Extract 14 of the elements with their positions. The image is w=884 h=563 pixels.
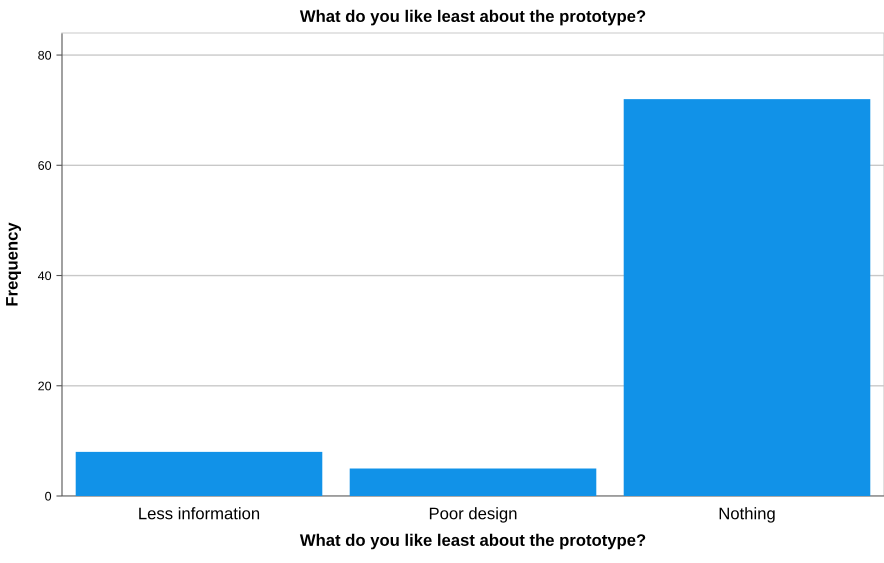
- x-tick-label: Poor design: [430, 507, 516, 523]
- y-tick-label: 0: [45, 492, 52, 501]
- bar: [624, 99, 870, 496]
- x-axis-title: What do you like least about the prototype?: [300, 534, 646, 550]
- y-axis-title: Frequency: [6, 222, 22, 306]
- y-tick-label: 20: [38, 382, 52, 390]
- y-tick-label: 80: [38, 50, 52, 60]
- bar: [76, 452, 322, 496]
- x-tick-label: Less information: [139, 507, 260, 520]
- chart-title: What do you like least about the prototype?: [300, 10, 646, 26]
- y-tick-label: 60: [38, 161, 52, 170]
- x-tick-label: Nothing: [720, 507, 775, 523]
- bar: [350, 468, 596, 496]
- y-tick-label: 40: [38, 271, 52, 280]
